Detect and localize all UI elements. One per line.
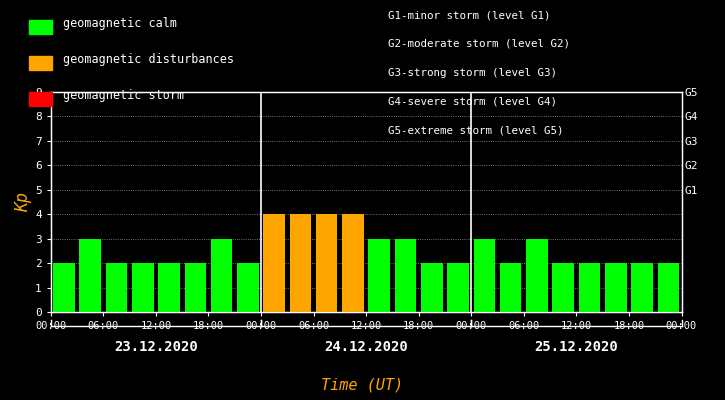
Bar [395, 239, 416, 312]
Bar [237, 263, 259, 312]
Bar [368, 239, 390, 312]
Text: G4-severe storm (level G4): G4-severe storm (level G4) [388, 96, 557, 106]
Text: 24.12.2020: 24.12.2020 [324, 340, 408, 354]
Bar [421, 263, 442, 312]
Bar [552, 263, 574, 312]
Bar [631, 263, 652, 312]
Bar [473, 239, 495, 312]
Text: G1-minor storm (level G1): G1-minor storm (level G1) [388, 10, 550, 20]
Bar [579, 263, 600, 312]
Bar [263, 214, 285, 312]
Text: geomagnetic calm: geomagnetic calm [63, 18, 177, 30]
Y-axis label: Kp: Kp [14, 192, 32, 212]
Bar [526, 239, 547, 312]
Bar [290, 214, 311, 312]
Bar [185, 263, 206, 312]
Bar [342, 214, 364, 312]
Bar [447, 263, 469, 312]
Bar [500, 263, 521, 312]
Text: 25.12.2020: 25.12.2020 [534, 340, 618, 354]
Bar [158, 263, 180, 312]
Text: G3-strong storm (level G3): G3-strong storm (level G3) [388, 68, 557, 78]
Bar [106, 263, 127, 312]
Text: 23.12.2020: 23.12.2020 [114, 340, 198, 354]
Bar [80, 239, 101, 312]
Text: geomagnetic storm: geomagnetic storm [63, 90, 184, 102]
Bar [53, 263, 75, 312]
Bar [316, 214, 337, 312]
Text: geomagnetic disturbances: geomagnetic disturbances [63, 54, 234, 66]
Text: Time (UT): Time (UT) [321, 377, 404, 392]
Bar [211, 239, 232, 312]
Text: G5-extreme storm (level G5): G5-extreme storm (level G5) [388, 125, 563, 135]
Bar [132, 263, 154, 312]
Bar [658, 263, 679, 312]
Bar [605, 263, 626, 312]
Text: G2-moderate storm (level G2): G2-moderate storm (level G2) [388, 39, 570, 49]
